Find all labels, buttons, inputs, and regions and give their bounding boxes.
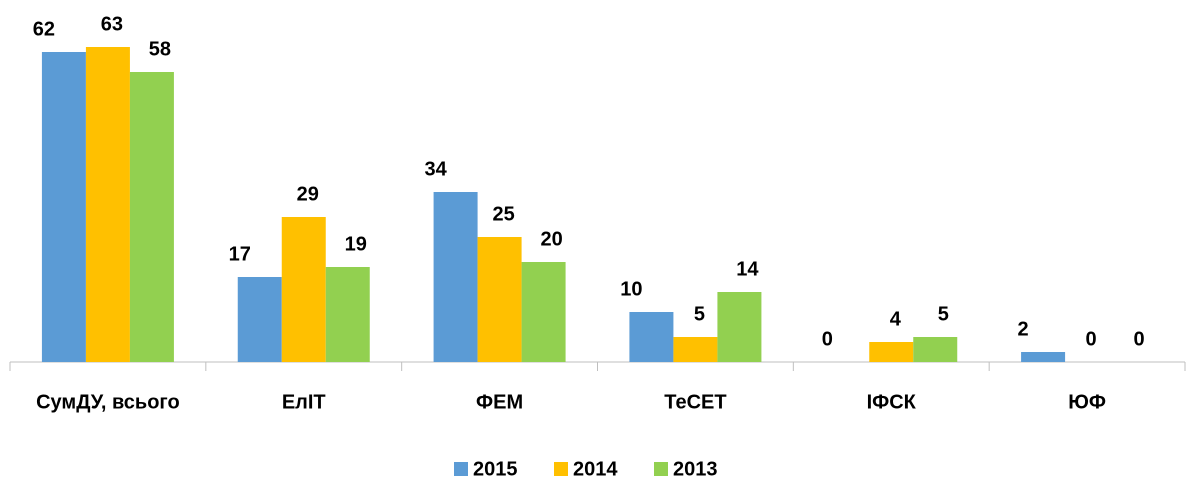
bar [717, 292, 762, 362]
legend-label: 2015 [473, 458, 518, 480]
data-label: 4 [890, 308, 902, 330]
bar [913, 337, 958, 362]
data-label: 0 [822, 328, 833, 350]
legend-swatch [454, 462, 468, 476]
x-tick-label: ІФСК [867, 391, 917, 413]
bar [129, 72, 174, 362]
bar [673, 337, 718, 362]
data-label: 0 [1134, 328, 1145, 350]
data-label: 5 [938, 303, 949, 325]
data-label: 5 [694, 303, 705, 325]
legend-label: 2014 [573, 458, 618, 480]
data-label: 10 [620, 278, 642, 300]
x-tick-label: ФЕМ [476, 391, 523, 413]
x-tick-label: СумДУ, всього [36, 391, 180, 413]
legend-swatch [654, 462, 668, 476]
data-label: 0 [1086, 328, 1097, 350]
bar [477, 237, 522, 362]
bar [41, 52, 86, 362]
x-tick-label: ЮФ [1068, 391, 1106, 413]
legend-label: 2013 [673, 458, 718, 480]
data-label: 20 [540, 228, 562, 250]
bar [521, 262, 566, 362]
bar [325, 267, 370, 362]
data-label: 25 [492, 203, 514, 225]
bar [1021, 352, 1066, 362]
data-label: 2 [1018, 318, 1029, 340]
x-tick-label: ТеСЕТ [664, 391, 726, 413]
bar [629, 312, 674, 362]
data-label: 17 [229, 243, 251, 265]
data-label: 34 [424, 158, 447, 180]
bar [433, 192, 478, 362]
bar [237, 277, 282, 362]
legend-swatch [554, 462, 568, 476]
data-label: 58 [149, 38, 171, 60]
data-label: 29 [297, 183, 319, 205]
bar [281, 217, 326, 362]
data-label: 19 [345, 233, 367, 255]
data-label: 14 [736, 258, 759, 280]
x-tick-label: ЕлІТ [282, 391, 326, 413]
bar [85, 47, 130, 362]
data-label: 63 [101, 13, 123, 35]
data-label: 62 [33, 18, 55, 40]
bar [869, 342, 914, 362]
